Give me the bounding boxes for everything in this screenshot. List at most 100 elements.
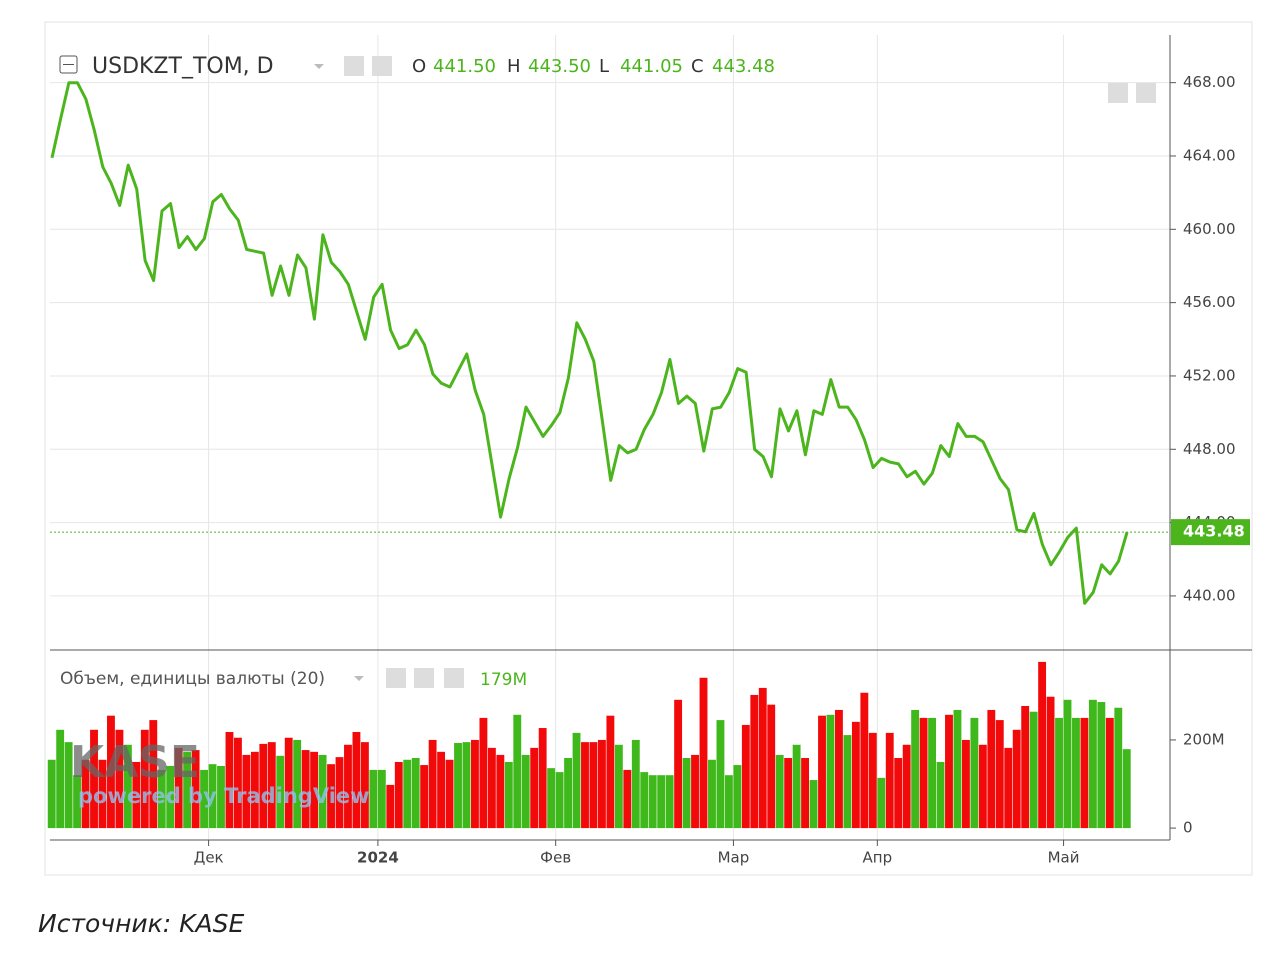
volume-bar [902, 744, 911, 829]
volume-bar [360, 742, 369, 829]
price-line [50, 81, 1129, 605]
volume-bar [631, 739, 640, 829]
y-tick-label: 464.00 [1183, 146, 1236, 164]
volume-bar [208, 764, 217, 829]
volume-bar [1114, 707, 1123, 829]
x-tick-label: Мар [718, 849, 750, 867]
volume-bar [318, 754, 327, 829]
volume-bar [344, 744, 352, 829]
volume-bar [276, 755, 285, 829]
ohlc-value: 441.05 [620, 56, 683, 77]
volume-bar [115, 729, 124, 829]
scroll-icon[interactable] [1136, 83, 1156, 103]
volume-bar [437, 751, 446, 829]
volume-bar [809, 780, 818, 829]
eye-icon[interactable] [344, 56, 364, 76]
marks [47, 81, 1170, 829]
volume-bar [1122, 749, 1131, 829]
volume-bar [183, 751, 192, 829]
last-price-label: 443.48 [1183, 522, 1245, 541]
ohlc-value: 443.50 [528, 56, 591, 77]
volume-bar [648, 775, 657, 829]
settings-icon[interactable] [414, 668, 434, 688]
volume-bar [56, 729, 65, 829]
ohlc-value: 443.48 [712, 56, 775, 77]
volume-bar [191, 750, 200, 829]
volume-bar [200, 769, 209, 829]
volume-bar [140, 729, 149, 829]
volume-bar [564, 758, 572, 829]
collapse-icon[interactable] [59, 55, 78, 74]
settings-icon[interactable] [372, 56, 392, 76]
volume-bar [640, 772, 649, 829]
ohlc-key: O [412, 56, 426, 77]
ohlc-key: L [599, 56, 609, 77]
volume-bar [98, 759, 107, 829]
volume-bar [877, 777, 886, 829]
volume-bar [149, 720, 158, 829]
volume-bar [301, 750, 310, 829]
volume-bar [597, 739, 606, 829]
volume-bar [538, 728, 547, 829]
volume-bar [267, 742, 276, 829]
volume-bar [826, 714, 835, 829]
volume-bar [479, 717, 488, 829]
volume-bar [445, 759, 454, 829]
source-note: Источник: KASE [38, 909, 245, 938]
volume-bar [792, 744, 801, 829]
volume-bar [674, 699, 683, 829]
volume-bar [775, 754, 784, 829]
volume-bar [1004, 747, 1013, 829]
volume-value: 179M [480, 670, 527, 690]
volume-bar [471, 739, 479, 829]
volume-bar [818, 715, 826, 829]
volume-bar [691, 754, 699, 829]
volume-bar [733, 765, 742, 829]
volume-bar [157, 769, 166, 829]
volume-bar [293, 739, 302, 829]
volume-bar [123, 744, 132, 829]
volume-bar [911, 709, 920, 829]
volume-bar [335, 757, 344, 829]
dropdown-caret[interactable] [354, 676, 364, 681]
volume-bar [970, 717, 979, 829]
volume-bar [995, 720, 1004, 829]
volume-bar [377, 769, 386, 829]
dropdown-caret[interactable] [314, 64, 324, 69]
volume-bar [843, 735, 852, 829]
volume-bar [851, 721, 860, 829]
volume-bar [174, 747, 183, 829]
volume-bar [250, 751, 259, 829]
volume-bar [682, 758, 691, 829]
volume-bar [750, 694, 759, 829]
ohlc-key: C [691, 56, 704, 77]
volume-bar [284, 737, 293, 829]
volume-bar [699, 677, 708, 829]
y-tick-label: 456.00 [1183, 293, 1236, 311]
ohlc-value: 441.50 [433, 56, 496, 77]
volume-bar [885, 732, 894, 829]
volume-bar [521, 754, 530, 829]
volume-bar [758, 687, 767, 829]
close-icon[interactable] [444, 668, 464, 688]
volume-bar [428, 739, 437, 829]
scroll-icon[interactable] [1108, 83, 1128, 103]
volume-bar [708, 759, 716, 829]
eye-icon[interactable] [386, 668, 406, 688]
symbol-title: USDKZT_TOM, D [92, 54, 274, 79]
y-tick-label: 468.00 [1183, 73, 1236, 91]
volume-bar [741, 724, 750, 829]
y-tick-label: 452.00 [1183, 366, 1236, 384]
volume-bar [784, 758, 793, 829]
volume-bar [919, 717, 928, 829]
volume-bar [589, 742, 598, 829]
volume-bar [945, 714, 953, 829]
volume-bar [547, 768, 556, 829]
volume-bar [454, 743, 462, 829]
volume-bar [614, 744, 623, 829]
volume-bar [513, 714, 522, 829]
volume-bar [1038, 661, 1047, 829]
volume-bar [928, 717, 936, 829]
volume-bar [1012, 729, 1021, 829]
